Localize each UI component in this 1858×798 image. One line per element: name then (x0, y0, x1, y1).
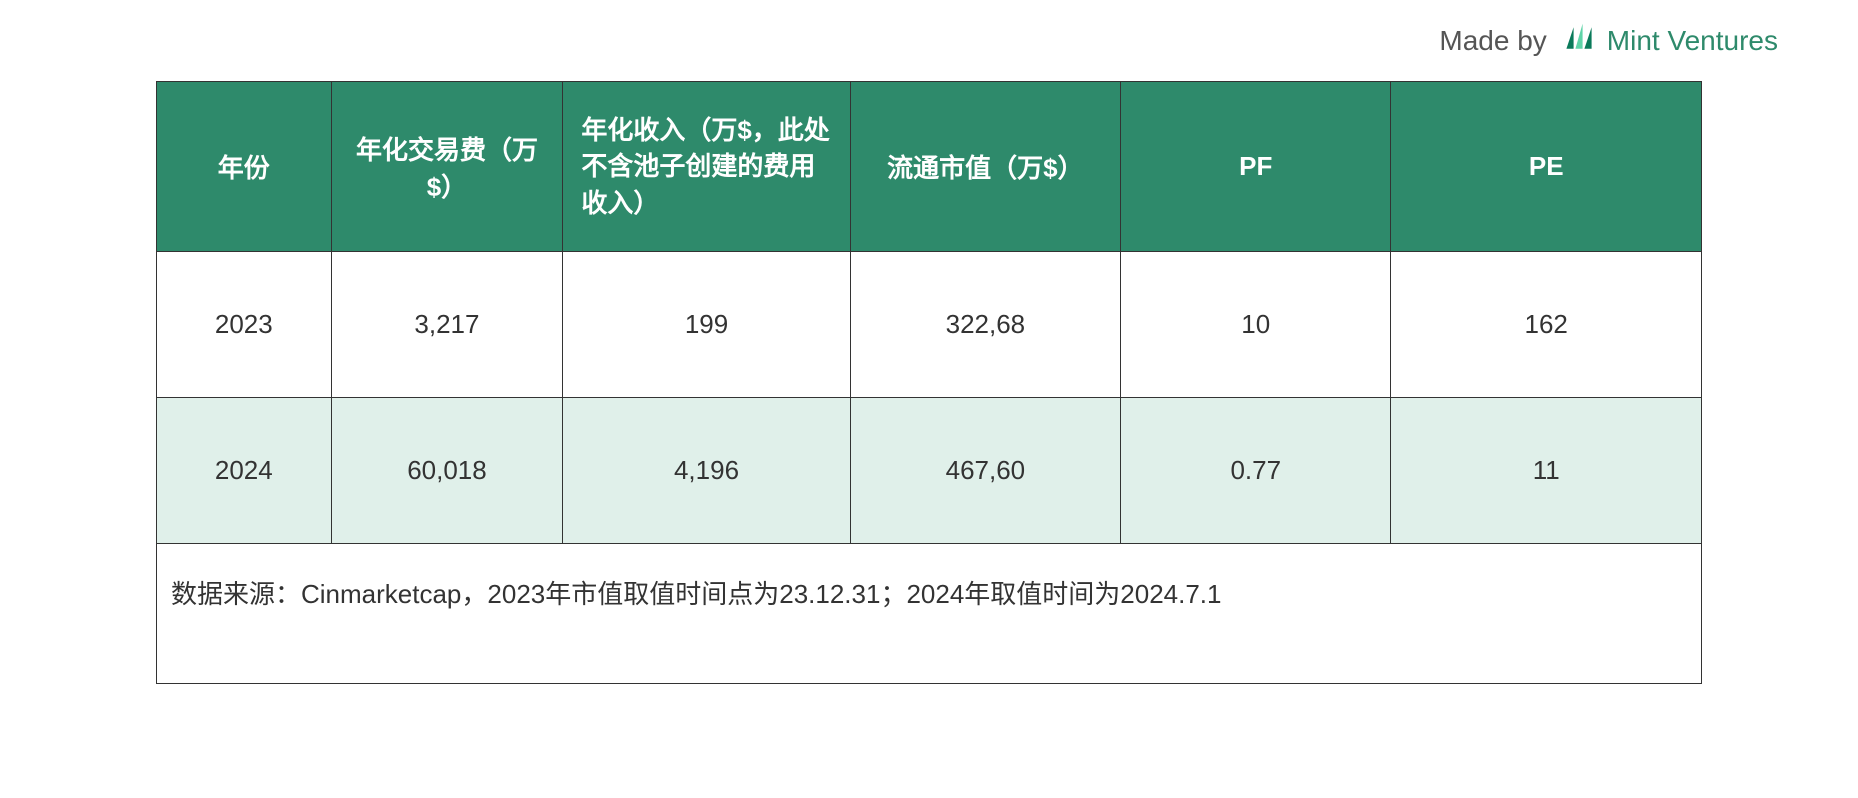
cell-trading-fee: 60,018 (331, 398, 563, 544)
data-source-note: 数据来源：Cinmarketcap，2023年市值取值时间点为23.12.31；… (157, 544, 1702, 684)
cell-pf: 0.77 (1121, 398, 1391, 544)
brand-logo: Mint Ventures (1561, 20, 1778, 61)
table-footer-row: 数据来源：Cinmarketcap，2023年市值取值时间点为23.12.31；… (157, 544, 1702, 684)
cell-revenue: 199 (563, 252, 850, 398)
header-market-cap: 流通市值（万$） (850, 82, 1120, 252)
table-header-row: 年份 年化交易费（万$） 年化收入（万$，此处不含池子创建的费用收入） 流通市值… (157, 82, 1702, 252)
mint-logo-icon (1561, 20, 1597, 61)
header-pf: PF (1121, 82, 1391, 252)
cell-pe: 11 (1391, 398, 1702, 544)
header-pe: PE (1391, 82, 1702, 252)
cell-pf: 10 (1121, 252, 1391, 398)
header-trading-fee: 年化交易费（万$） (331, 82, 563, 252)
table-row: 2024 60,018 4,196 467,60 0.77 11 (157, 398, 1702, 544)
cell-pe: 162 (1391, 252, 1702, 398)
cell-market-cap: 467,60 (850, 398, 1120, 544)
brand-name: Mint Ventures (1607, 25, 1778, 57)
attribution-prefix: Made by (1439, 25, 1546, 57)
header-revenue: 年化收入（万$，此处不含池子创建的费用收入） (563, 82, 850, 252)
financial-table-container: 年份 年化交易费（万$） 年化收入（万$，此处不含池子创建的费用收入） 流通市值… (156, 81, 1702, 684)
cell-year: 2024 (157, 398, 332, 544)
cell-market-cap: 322,68 (850, 252, 1120, 398)
cell-trading-fee: 3,217 (331, 252, 563, 398)
cell-revenue: 4,196 (563, 398, 850, 544)
attribution-bar: Made by Mint Ventures (20, 20, 1838, 61)
financial-table: 年份 年化交易费（万$） 年化收入（万$，此处不含池子创建的费用收入） 流通市值… (156, 81, 1702, 684)
header-year: 年份 (157, 82, 332, 252)
cell-year: 2023 (157, 252, 332, 398)
table-row: 2023 3,217 199 322,68 10 162 (157, 252, 1702, 398)
